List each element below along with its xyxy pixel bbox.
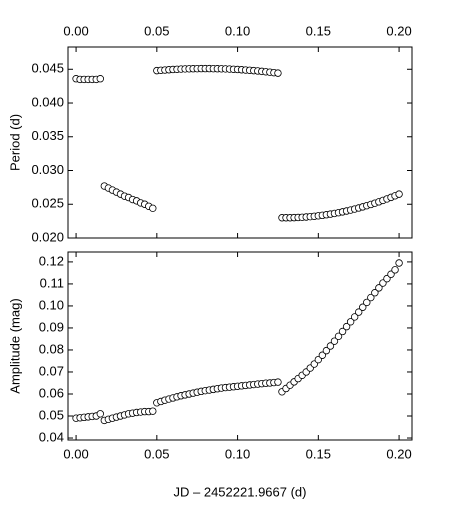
point bbox=[350, 313, 359, 321]
point bbox=[363, 298, 371, 307]
y-tick-label: 0.040 bbox=[31, 94, 64, 109]
x-axis-label: JD – 2452221.9667 (d) bbox=[174, 484, 307, 499]
point bbox=[346, 318, 355, 326]
x-tick-label: 0.05 bbox=[144, 23, 169, 38]
y-tick-label: 0.07 bbox=[39, 363, 64, 378]
point bbox=[318, 351, 327, 359]
plot-frame bbox=[67, 251, 413, 441]
point bbox=[367, 293, 375, 302]
y-tick-label: 0.035 bbox=[31, 128, 64, 143]
x-tick-label: 0.15 bbox=[306, 23, 331, 38]
point bbox=[338, 327, 347, 336]
y-tick-label: 0.05 bbox=[39, 407, 64, 422]
point bbox=[96, 75, 105, 83]
x-tick-label: 0.10 bbox=[225, 23, 250, 38]
y-tick-label: 0.025 bbox=[31, 196, 64, 211]
point bbox=[371, 289, 379, 297]
x-tick-label: 0.20 bbox=[386, 23, 411, 38]
point bbox=[391, 266, 399, 274]
point bbox=[395, 190, 403, 198]
y-tick-label: 0.06 bbox=[39, 385, 64, 400]
point bbox=[322, 346, 331, 355]
point bbox=[326, 342, 335, 350]
x-tick-label: 0.05 bbox=[144, 446, 169, 461]
y-tick-label: 0.08 bbox=[39, 341, 64, 356]
point bbox=[375, 284, 383, 292]
x-tick-label: 0.20 bbox=[386, 446, 411, 461]
point bbox=[330, 337, 339, 345]
y-tick-label: 0.04 bbox=[39, 429, 64, 444]
y-tick-label: 0.10 bbox=[39, 297, 64, 312]
x-tick-label: 0.15 bbox=[306, 446, 331, 461]
point bbox=[274, 69, 282, 77]
y-tick-label: 0.045 bbox=[31, 61, 64, 76]
y-tick-label: 0.09 bbox=[39, 319, 64, 334]
point bbox=[359, 303, 367, 311]
point bbox=[96, 410, 105, 418]
point bbox=[342, 322, 351, 331]
plot-frame bbox=[67, 46, 413, 239]
y-tick-label: 0.11 bbox=[40, 275, 64, 290]
point bbox=[395, 259, 403, 267]
y-tick-label: 0.020 bbox=[31, 229, 64, 244]
point bbox=[334, 332, 343, 341]
x-tick-label: 0.00 bbox=[63, 446, 88, 461]
y-axis-label: Amplitude (mag) bbox=[7, 298, 22, 393]
point bbox=[355, 308, 363, 316]
y-axis-label: Period (d) bbox=[7, 114, 22, 171]
y-tick-label: 0.030 bbox=[31, 162, 64, 177]
point bbox=[274, 378, 282, 386]
x-tick-label: 0.10 bbox=[225, 446, 250, 461]
y-tick-label: 0.12 bbox=[39, 253, 64, 268]
point bbox=[149, 407, 157, 415]
point bbox=[149, 204, 157, 213]
x-tick-label: 0.00 bbox=[63, 23, 88, 38]
